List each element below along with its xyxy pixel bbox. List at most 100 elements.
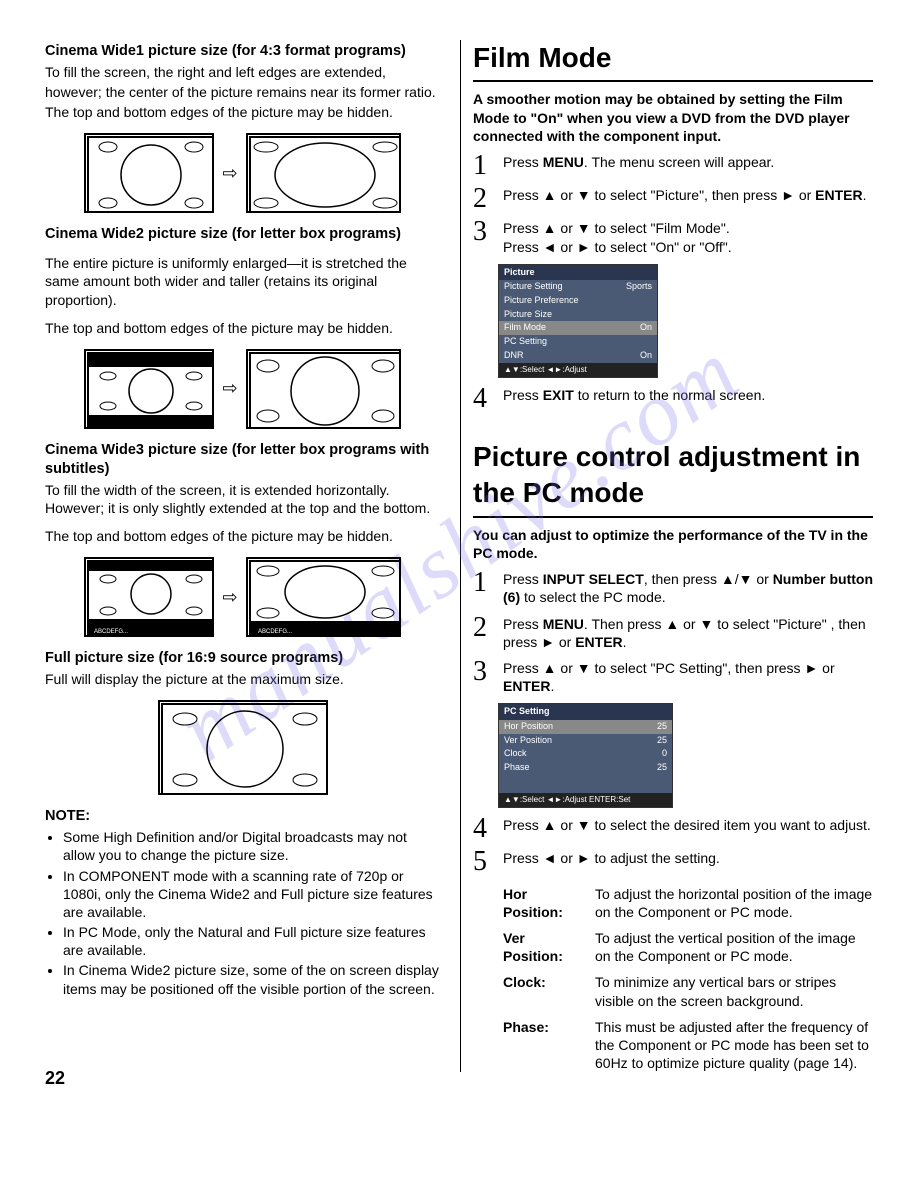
svg-text:ABCDEFG...: ABCDEFG...	[94, 629, 128, 635]
film-mode-intro: A smoother motion may be obtained by set…	[473, 90, 873, 145]
two-column-layout: Cinema Wide1 picture size (for 4:3 forma…	[45, 40, 873, 1072]
step-text: to return to the normal screen.	[574, 387, 765, 403]
step-keyword: MENU	[543, 154, 584, 170]
menu-cell: 25	[657, 721, 667, 733]
step-keyword: EXIT	[543, 387, 574, 403]
menu-cell: 25	[657, 735, 667, 747]
cinema-wide2-title: Cinema Wide2 picture size (for letter bo…	[45, 225, 440, 244]
diagram-wide1-before	[84, 133, 214, 213]
cinema-wide3-p2: The top and bottom edges of the picture …	[45, 527, 440, 545]
left-column: Cinema Wide1 picture size (for 4:3 forma…	[45, 40, 440, 1072]
settings-row: Ver Position: To adjust the vertical pos…	[503, 929, 873, 965]
pc-mode-heading: Picture control adjustment in the PC mod…	[473, 439, 873, 512]
film-step-4: 4 Press EXIT to return to the normal scr…	[473, 386, 873, 411]
step-number: 3	[473, 219, 493, 244]
film-mode-heading: Film Mode	[473, 40, 873, 76]
step-text: Press ▲ or ▼ to select "Picture", then p…	[503, 187, 815, 203]
step-text: Press ▲ or ▼ to select the desired item …	[503, 816, 873, 834]
menu-cell: Film Mode	[504, 322, 546, 334]
diagram-wide3: ABCDEFG... ⇨ ABCDEFG...	[45, 557, 440, 637]
settings-label: Hor Position:	[503, 885, 583, 921]
menu-cell: Picture Setting	[504, 281, 563, 293]
arrow-icon: ⇨	[222, 377, 237, 400]
full-picture-title: Full picture size (for 16:9 source progr…	[45, 649, 440, 668]
step-keyword: INPUT SELECT	[543, 571, 644, 587]
step-number: 2	[473, 186, 493, 211]
diagram-wide2-before	[84, 349, 214, 429]
menu-cell: Ver Position	[504, 735, 552, 747]
step-keyword: MENU	[543, 616, 584, 632]
film-step-3: 3 Press ▲ or ▼ to select "Film Mode". Pr…	[473, 219, 873, 255]
step-text: Press	[503, 154, 543, 170]
cinema-wide1-title: Cinema Wide1 picture size (for 4:3 forma…	[45, 42, 440, 61]
rule	[473, 516, 873, 518]
step-number: 5	[473, 849, 493, 874]
settings-desc: This must be adjusted after the frequenc…	[595, 1018, 873, 1073]
settings-label: Phase:	[503, 1018, 583, 1073]
step-text: Press ▲ or ▼ to select "Film Mode".	[503, 219, 873, 237]
step-text: Press ◄ or ► to select "On" or "Off".	[503, 238, 873, 256]
settings-label: Ver Position:	[503, 929, 583, 965]
step-text: Press	[503, 616, 543, 632]
step-number: 4	[473, 386, 493, 411]
menu-cell: Hor Position	[504, 721, 553, 733]
diagram-wide3-before: ABCDEFG...	[84, 557, 214, 637]
note-label: NOTE:	[45, 807, 440, 826]
diagram-wide3-after: ABCDEFG...	[246, 557, 401, 637]
menu-cell: Picture Preference	[504, 295, 579, 307]
menu-cell: On	[640, 350, 652, 362]
note-list: Some High Definition and/or Digital broa…	[45, 828, 440, 998]
cinema-wide2-p1: The entire picture is uniformly enlarged…	[45, 254, 440, 309]
arrow-icon: ⇨	[222, 586, 237, 609]
pc-step-2: 2 Press MENU. Then press ▲ or ▼ to selec…	[473, 615, 873, 651]
diagram-wide2: ⇨	[45, 349, 440, 429]
step-text: Press	[503, 571, 543, 587]
menu-cell: 0	[662, 748, 667, 760]
step-text: , then press ▲/▼ or	[644, 571, 773, 587]
diagram-wide1-after	[246, 133, 401, 213]
cinema-wide1-p2: however; the center of the picture remai…	[45, 83, 440, 101]
step-number: 4	[473, 816, 493, 841]
step-text: Press	[503, 387, 543, 403]
settings-row: Clock: To minimize any vertical bars or …	[503, 973, 873, 1009]
full-picture-p1: Full will display the picture at the max…	[45, 670, 440, 688]
diagram-wide2-after	[246, 349, 401, 429]
menu-cell: On	[640, 322, 652, 334]
diagram-full	[45, 700, 440, 795]
menu-cell: Sports	[626, 281, 652, 293]
pc-mode-intro: You can adjust to optimize the performan…	[473, 526, 873, 562]
pc-step-3: 3 Press ▲ or ▼ to select "PC Setting", t…	[473, 659, 873, 695]
svg-text:ABCDEFG...: ABCDEFG...	[258, 629, 292, 635]
menu-cell: Clock	[504, 748, 527, 760]
pc-step-5: 5 Press ◄ or ► to adjust the setting.	[473, 849, 873, 874]
step-text: .	[623, 634, 627, 650]
menu-cell: 25	[657, 762, 667, 774]
pc-step-4: 4 Press ▲ or ▼ to select the desired ite…	[473, 816, 873, 841]
step-number: 1	[473, 153, 493, 178]
settings-desc: To adjust the vertical position of the i…	[595, 929, 873, 965]
film-step-2: 2 Press ▲ or ▼ to select "Picture", then…	[473, 186, 873, 211]
cinema-wide1-p1: To fill the screen, the right and left e…	[45, 63, 440, 81]
step-text: Press ◄ or ► to adjust the setting.	[503, 849, 873, 867]
step-text: Press ▲ or ▼ to select "PC Setting", the…	[503, 660, 835, 676]
picture-menu-screenshot: Picture Picture SettingSports Picture Pr…	[498, 264, 658, 378]
rule	[473, 80, 873, 82]
diagram-wide1: ⇨	[45, 133, 440, 213]
pc-step-1: 1 Press INPUT SELECT, then press ▲/▼ or …	[473, 570, 873, 606]
step-text: . The menu screen will appear.	[584, 154, 774, 170]
cinema-wide1-p3: The top and bottom edges of the picture …	[45, 103, 440, 121]
film-step-1: 1 Press MENU. The menu screen will appea…	[473, 153, 873, 178]
settings-row: Hor Position: To adjust the horizontal p…	[503, 885, 873, 921]
cinema-wide2-p2: The top and bottom edges of the picture …	[45, 319, 440, 337]
menu-cell: DNR	[504, 350, 524, 362]
settings-desc: To minimize any vertical bars or stripes…	[595, 973, 873, 1009]
arrow-icon: ⇨	[222, 162, 237, 185]
note-item: In Cinema Wide2 picture size, some of th…	[63, 961, 440, 997]
step-keyword: ENTER	[575, 634, 622, 650]
cinema-wide3-title: Cinema Wide3 picture size (for letter bo…	[45, 441, 440, 479]
note-item: In COMPONENT mode with a scanning rate o…	[63, 867, 440, 922]
pc-menu-screenshot: PC Setting Hor Position25 Ver Position25…	[498, 703, 673, 808]
menu-cell: Phase	[504, 762, 530, 774]
note-item: In PC Mode, only the Natural and Full pi…	[63, 923, 440, 959]
step-number: 3	[473, 659, 493, 684]
